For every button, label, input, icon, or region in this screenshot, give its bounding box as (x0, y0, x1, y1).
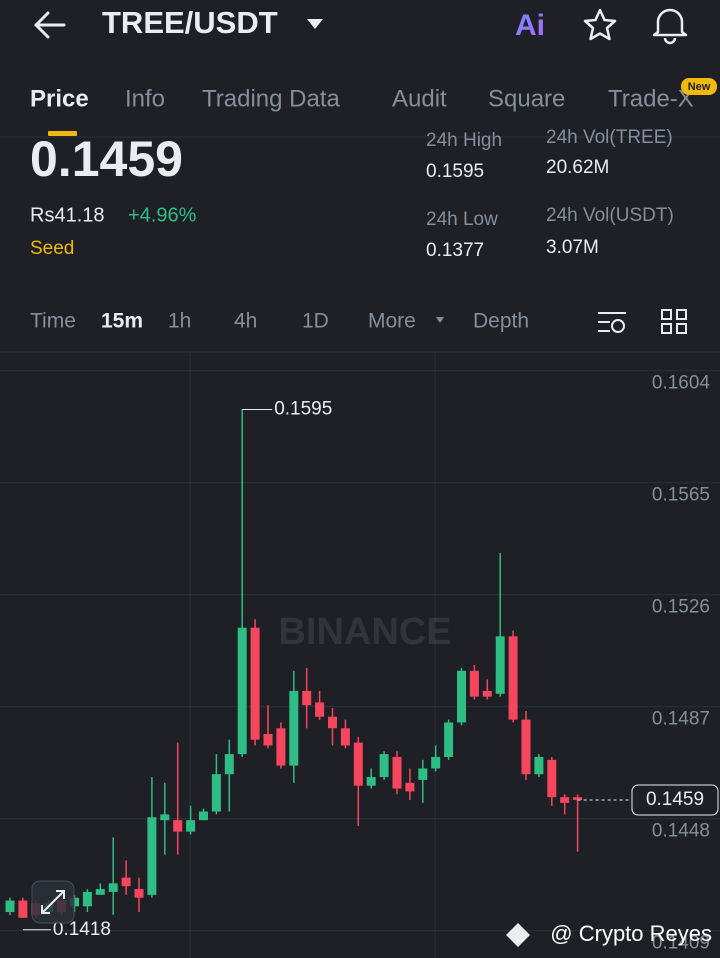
candle-body (444, 722, 454, 757)
interval[interactable]: Depth (473, 310, 529, 333)
candle-body (263, 733, 273, 746)
y-tick-label: 0.1526 (652, 597, 710, 618)
price-change: +4.96% (128, 204, 197, 226)
y-tick-label: 0.1604 (652, 373, 711, 394)
candle-body (495, 636, 505, 694)
candle-body (134, 889, 144, 898)
interval: Time (30, 310, 76, 333)
new-badge (681, 78, 717, 95)
candle-body (469, 670, 479, 697)
layout-button[interactable] (661, 309, 687, 334)
stat-label: 24h Vol(USDT) (546, 205, 674, 226)
tab[interactable]: Price (30, 85, 89, 112)
indicator-button[interactable] (598, 312, 626, 333)
candle-body (431, 756, 441, 769)
min-annotation: 0.1418 (53, 919, 111, 940)
candle-body (534, 756, 544, 775)
interval[interactable]: More (368, 310, 416, 333)
stats: 24h High 0.1595 24h Vol(TREE) 20.62M 24h Low… (426, 127, 674, 261)
candlestick-chart: 0.1604 0.1565 0.1526 0.1487 0.1448 0.1409 0.15… (0, 370, 720, 954)
candle-body (211, 774, 221, 812)
last-price: 0.1459 (30, 131, 183, 187)
new-badge-text: New (688, 81, 711, 93)
active-tab-indicator (48, 131, 77, 136)
pair-dropdown[interactable] (307, 19, 323, 29)
candle-body (353, 742, 363, 786)
candle-body (186, 820, 196, 832)
y-tick-label: 0.1565 (652, 485, 710, 506)
candle-body (18, 900, 28, 918)
candle-body (379, 754, 389, 778)
candle-body (289, 690, 299, 766)
stat-value: 20.62M (546, 157, 609, 178)
candle-body (560, 797, 570, 803)
favorite-button[interactable] (583, 8, 617, 41)
watermark-author: @ Crypto Reyes (550, 921, 712, 946)
candle-body (418, 768, 428, 780)
tab[interactable]: Trading Data (202, 85, 341, 112)
candle-body (328, 716, 337, 729)
candle-body (547, 759, 557, 798)
candle-body (160, 814, 170, 821)
candle-body (573, 797, 583, 801)
candle-body (5, 900, 15, 913)
local-price: Rs41.18 (30, 204, 105, 226)
interval[interactable]: 15m (101, 310, 143, 333)
interval[interactable]: 1h (168, 310, 191, 333)
candle-body (315, 702, 325, 717)
y-tick-label: 0.1487 (652, 709, 710, 730)
stat-label: 24h Low (426, 209, 498, 230)
square-logo (506, 923, 530, 947)
y-tick-label: 0.1448 (652, 821, 710, 842)
stat-label: 24h High (426, 130, 502, 151)
more-dropdown[interactable] (436, 317, 444, 323)
stat-value: 0.1377 (426, 240, 484, 261)
watermark: BINANCE (278, 611, 451, 653)
tab[interactable]: Info (125, 85, 165, 112)
candle-body (340, 728, 350, 746)
candle-body (199, 811, 208, 821)
y-tick-label: 0.1409 (652, 933, 710, 954)
candle-body (82, 891, 92, 907)
candle-body (237, 627, 247, 755)
stat-value: 0.1595 (426, 161, 484, 182)
tab[interactable]: Trade-X (608, 85, 694, 112)
stat-label: 24h Vol(TREE) (546, 127, 673, 148)
candle-body (392, 756, 402, 789)
candle-body (173, 820, 183, 832)
candle-body (366, 777, 376, 786)
candle-body (224, 754, 234, 775)
back-button[interactable] (34, 11, 66, 39)
candle-body (521, 719, 531, 775)
candle-body (276, 728, 286, 766)
interval[interactable]: 4h (234, 310, 257, 333)
candle-body (250, 627, 260, 740)
notification-button[interactable] (652, 8, 688, 45)
stat-value: 3.07M (546, 237, 599, 258)
tab-bar: Price Info Trading Data Audit Square Trade-X (30, 85, 694, 112)
candle-body (121, 877, 131, 887)
expand-icon (41, 890, 65, 914)
tab[interactable]: Square (488, 85, 565, 112)
candle-body (482, 690, 492, 697)
current-price-box (631, 784, 719, 816)
candle-body (457, 670, 466, 723)
tab[interactable]: Audit (392, 85, 447, 112)
pair-title[interactable]: TREE/USDT (102, 5, 278, 40)
ai-button[interactable]: Ai (515, 9, 545, 42)
candle-body (405, 782, 415, 792)
candle-body (147, 817, 157, 895)
seed-tag: Seed (30, 238, 74, 259)
candle-body (302, 690, 312, 706)
interval[interactable]: 1D (302, 310, 329, 333)
current-price-label: 0.1459 (646, 789, 704, 810)
candle-body (95, 889, 105, 895)
interval-bar: Time 15m 1h 4h 1D More Depth (30, 310, 529, 333)
candle-body (508, 636, 518, 720)
max-annotation: 0.1595 (274, 398, 332, 419)
candle-body (108, 883, 118, 892)
